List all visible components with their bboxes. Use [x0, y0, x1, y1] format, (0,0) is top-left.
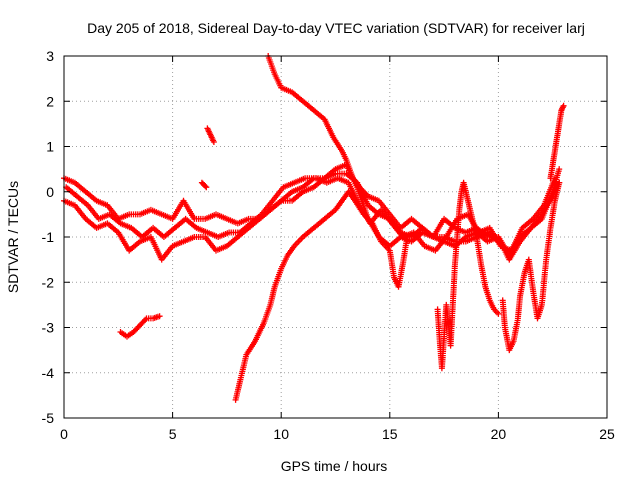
data-points	[61, 53, 567, 403]
x-tick-label: 20	[491, 426, 507, 442]
series-trace-j	[204, 125, 217, 145]
y-axis-label: SDTVAR / TECUs	[5, 181, 21, 293]
x-tick-label: 25	[599, 426, 615, 442]
series-trace-i	[118, 313, 163, 339]
y-tick-label: -5	[42, 410, 55, 426]
series-trace-f	[435, 180, 502, 372]
x-tick-label: 10	[273, 426, 289, 442]
x-tick-label: 15	[382, 426, 398, 442]
x-axis-label: GPS time / hours	[281, 458, 388, 474]
y-tick-label: -4	[42, 365, 55, 381]
y-tick-label: -3	[42, 320, 55, 336]
chart-svg: Day 205 of 2018, Sidereal Day-to-day VTE…	[0, 0, 640, 480]
chart-title: Day 205 of 2018, Sidereal Day-to-day VTE…	[87, 20, 585, 36]
series-trace-k	[199, 180, 209, 191]
y-tick-label: 1	[46, 139, 54, 155]
x-axis-ticks: 0 5 10 15 20 25	[60, 56, 615, 442]
y-tick-label: -1	[42, 229, 55, 245]
y-tick-label: 2	[46, 93, 54, 109]
y-tick-label: -2	[42, 274, 55, 290]
y-tick-label: 3	[46, 48, 54, 64]
y-tick-label: 0	[46, 184, 54, 200]
x-tick-label: 0	[60, 426, 68, 442]
x-tick-label: 5	[169, 426, 177, 442]
